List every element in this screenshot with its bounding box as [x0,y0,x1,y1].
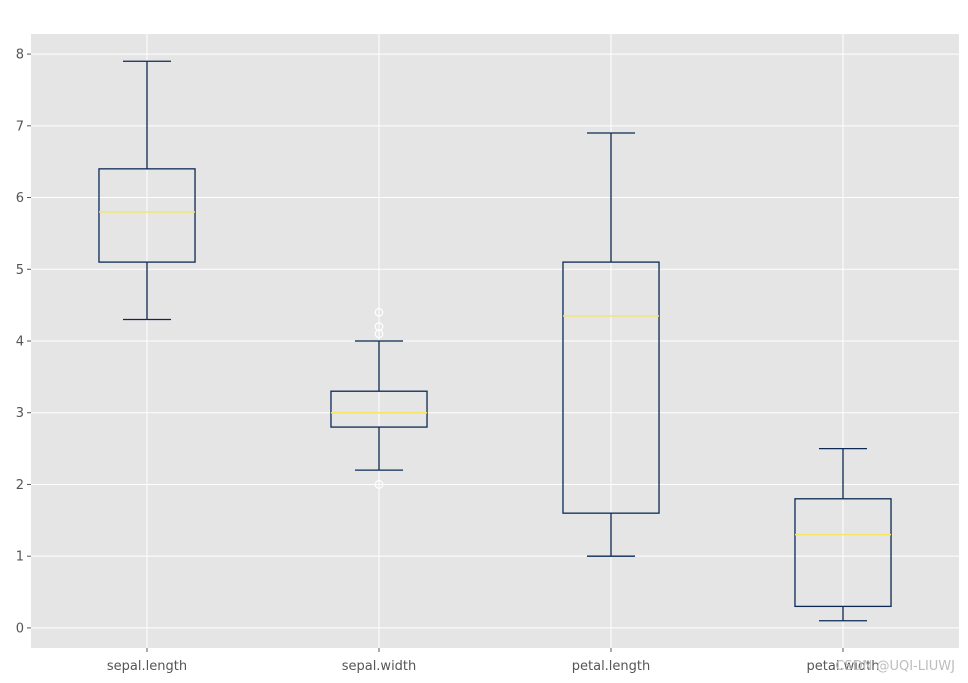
y-tick-label: 3 [16,406,24,421]
y-tick-label: 6 [16,191,24,206]
x-tick-label: petal.length [572,659,651,674]
box-sepal.width [330,307,428,489]
boxes-layer [98,60,892,622]
box-petal.width [794,447,892,622]
x-tick-label: sepal.length [107,659,187,674]
box-body [330,390,428,428]
x-axis: sepal.length sepal.width petal.length petal… [107,648,880,674]
x-tick-label: sepal.width [342,659,417,674]
outlier-point [374,329,384,339]
outlier-point [374,307,384,317]
box-sepal.length [98,60,196,321]
y-tick-label: 4 [16,335,24,350]
watermark: CSDN @UQI-LIUWJ [835,659,955,674]
y-axis: 0 1 2 3 4 5 6 7 8 [16,48,31,636]
y-tick-label: 2 [16,478,24,493]
y-tick-label: 7 [16,119,24,134]
y-tick-label: 0 [16,621,24,636]
box-body [794,498,892,608]
box-body [562,261,660,514]
y-tick-label: 1 [16,550,24,565]
box-petal.length [562,132,660,557]
grid-lines [31,34,959,648]
outlier-point [374,480,384,489]
x-tick-label: petal.width [807,659,880,674]
box-body [98,168,196,263]
y-tick-label: 8 [16,48,24,63]
y-tick-label: 5 [16,263,24,278]
